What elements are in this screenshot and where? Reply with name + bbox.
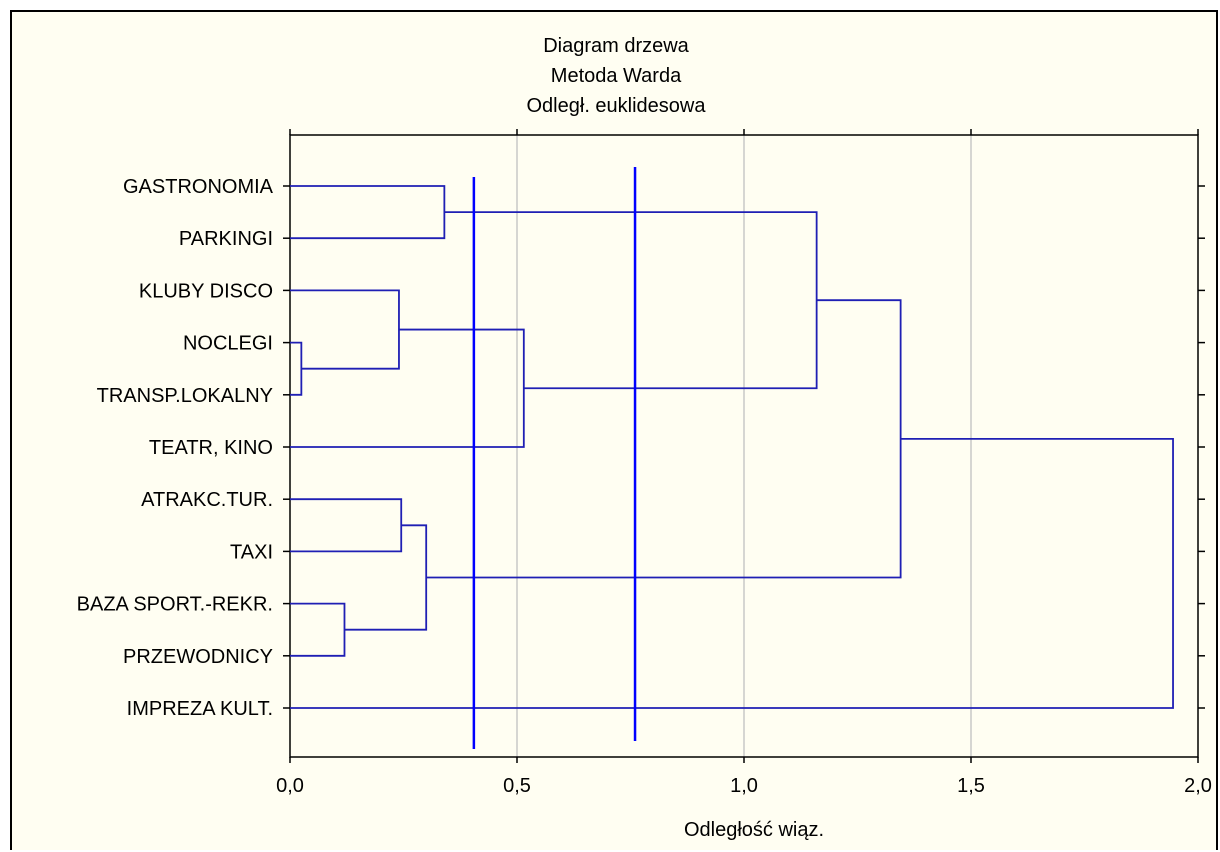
leaf-label: PARKINGI bbox=[179, 228, 273, 250]
leaf-label: PRZEWODNICY bbox=[123, 646, 273, 668]
leaf-labels: GASTRONOMIA PARKINGI KLUBY DISCO NOCLEGI TRA… bbox=[77, 176, 274, 720]
chart-title-line: Metoda Warda bbox=[551, 65, 682, 87]
leaf-label: GASTRONOMIA bbox=[123, 176, 274, 198]
leaf-label: TAXI bbox=[230, 541, 273, 563]
leaf-label: IMPREZA KULT. bbox=[127, 698, 273, 720]
dendrogram-link bbox=[444, 211, 818, 390]
leaf-label: TRANSP.LOKALNY bbox=[97, 385, 273, 407]
dendrogram-link bbox=[290, 328, 525, 448]
cut-lines bbox=[472, 167, 637, 749]
chart-title-line: Diagram drzewa bbox=[543, 35, 689, 57]
x-tick-label: 1,5 bbox=[957, 775, 985, 797]
dendrogram-tree bbox=[290, 185, 1174, 709]
x-tick-label: 2,0 bbox=[1184, 775, 1212, 797]
dendrogram-link bbox=[290, 341, 303, 396]
chart-title: Diagram drzewa Metoda Warda Odległ. euklid… bbox=[527, 35, 707, 117]
dendrogram-link bbox=[290, 437, 1174, 709]
dendrogram-link bbox=[290, 185, 446, 240]
x-axis-label: Odległość wiąz. bbox=[684, 819, 824, 841]
dendrogram-link bbox=[290, 289, 400, 370]
chart-title-line: Odległ. euklidesowa bbox=[527, 95, 707, 117]
chart-frame: Diagram drzewa Metoda Warda Odległ. euklid… bbox=[10, 10, 1218, 850]
x-tick-label: 0,5 bbox=[503, 775, 531, 797]
leaf-label: NOCLEGI bbox=[183, 333, 273, 355]
x-tick-label: 1,0 bbox=[730, 775, 758, 797]
dendrogram-link bbox=[290, 602, 346, 657]
dendrogram-link bbox=[290, 498, 403, 553]
x-tick-label: 0,0 bbox=[276, 775, 304, 797]
axis-layer: 0,0 0,5 1,0 1,5 2,0 bbox=[276, 129, 1212, 797]
grid-layer bbox=[516, 135, 972, 757]
leaf-label: KLUBY DISCO bbox=[139, 280, 273, 302]
dendrogram-link bbox=[426, 299, 902, 579]
leaf-label: TEATR, KINO bbox=[149, 437, 273, 459]
leaf-label: BAZA SPORT.-REKR. bbox=[77, 594, 273, 616]
dendrogram-link bbox=[344, 524, 428, 631]
leaf-label: ATRAKC.TUR. bbox=[141, 489, 273, 511]
dendrogram-chart: Diagram drzewa Metoda Warda Odległ. euklid… bbox=[77, 35, 1212, 841]
